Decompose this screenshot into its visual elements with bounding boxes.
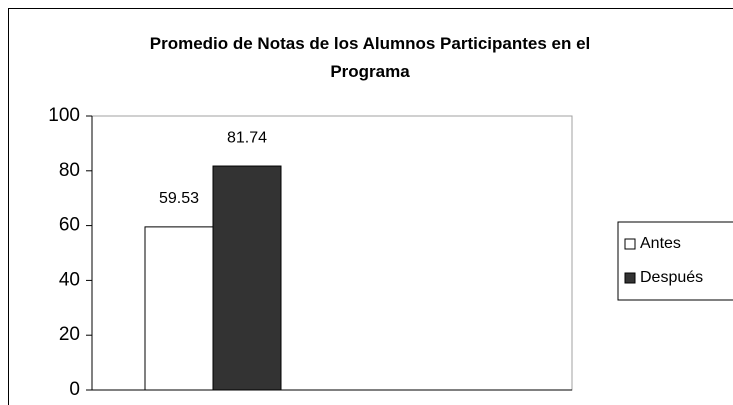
bar [212,165,282,391]
legend-label: Después [640,269,703,286]
legend-label: Antes [640,235,681,252]
bar [144,226,214,391]
y-tick-label: 80 [59,160,80,181]
y-tick-label: 40 [59,269,80,290]
y-tick-label: 20 [59,324,80,345]
value-label: 81.74 [227,129,267,146]
value-label: 59.53 [159,190,199,207]
legend-swatch [624,238,636,250]
legend-swatch [624,272,636,284]
chart-title: Promedio de Notas de los Alumnos Partici… [149,34,591,81]
y-tick-label: 100 [48,105,80,126]
legend-box [617,221,733,301]
y-tick-label: 0 [69,379,80,400]
y-tick-label: 60 [59,215,80,236]
chart-frame [8,8,733,405]
